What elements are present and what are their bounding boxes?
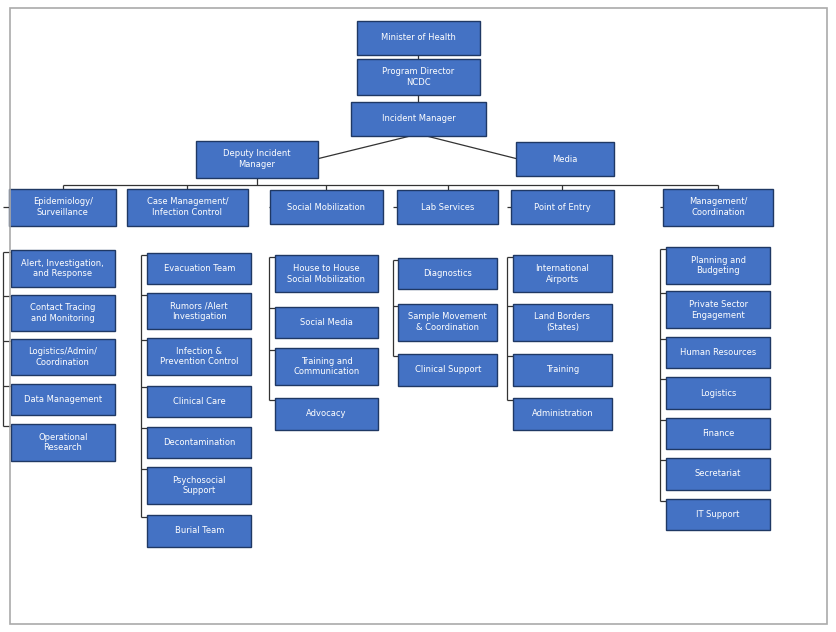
Text: Alert, Investigation,
and Response: Alert, Investigation, and Response	[22, 258, 104, 279]
FancyBboxPatch shape	[147, 427, 251, 458]
Text: Private Sector
Engagement: Private Sector Engagement	[688, 300, 747, 320]
Text: Social Media: Social Media	[299, 318, 353, 327]
Text: Secretariat: Secretariat	[694, 470, 741, 478]
FancyBboxPatch shape	[665, 291, 769, 328]
FancyBboxPatch shape	[512, 304, 611, 341]
Text: Social Mobilization: Social Mobilization	[287, 203, 365, 212]
Text: Incident Manager: Incident Manager	[381, 114, 455, 123]
FancyBboxPatch shape	[516, 142, 613, 176]
FancyBboxPatch shape	[357, 21, 479, 55]
FancyBboxPatch shape	[510, 190, 614, 224]
Text: Sample Movement
& Coordination: Sample Movement & Coordination	[408, 312, 487, 332]
Text: Burial Team: Burial Team	[175, 526, 223, 535]
Text: Planning and
Budgeting: Planning and Budgeting	[690, 255, 745, 276]
Text: Operational
Research: Operational Research	[38, 432, 88, 453]
FancyBboxPatch shape	[11, 250, 115, 287]
Text: Rumors /Alert
Investigation: Rumors /Alert Investigation	[171, 301, 227, 321]
Text: Deputy Incident
Manager: Deputy Incident Manager	[223, 149, 290, 169]
FancyBboxPatch shape	[147, 253, 251, 284]
Text: Minister of Health: Minister of Health	[380, 33, 456, 42]
Text: Advocacy: Advocacy	[306, 410, 346, 418]
FancyBboxPatch shape	[665, 418, 769, 449]
Text: Point of Entry: Point of Entry	[533, 203, 590, 212]
FancyBboxPatch shape	[662, 189, 772, 226]
FancyBboxPatch shape	[269, 190, 383, 224]
FancyBboxPatch shape	[147, 515, 251, 547]
Text: Epidemiology/
Surveillance: Epidemiology/ Surveillance	[33, 197, 93, 217]
FancyBboxPatch shape	[512, 398, 611, 430]
FancyBboxPatch shape	[397, 190, 498, 224]
FancyBboxPatch shape	[665, 247, 769, 284]
Text: IT Support: IT Support	[696, 510, 739, 519]
FancyBboxPatch shape	[398, 258, 497, 289]
FancyBboxPatch shape	[665, 377, 769, 409]
Text: Lab Services: Lab Services	[421, 203, 474, 212]
Text: Media: Media	[552, 155, 577, 164]
Text: Training and
Communication: Training and Communication	[293, 356, 359, 377]
FancyBboxPatch shape	[147, 293, 251, 329]
FancyBboxPatch shape	[665, 499, 769, 530]
Text: Human Resources: Human Resources	[679, 348, 756, 357]
Text: Evacuation Team: Evacuation Team	[163, 264, 235, 273]
FancyBboxPatch shape	[512, 354, 611, 386]
FancyBboxPatch shape	[11, 339, 115, 375]
Text: Administration: Administration	[531, 410, 593, 418]
Text: Infection &
Prevention Control: Infection & Prevention Control	[160, 346, 238, 367]
Text: House to House
Social Mobilization: House to House Social Mobilization	[287, 264, 365, 284]
FancyBboxPatch shape	[512, 255, 611, 292]
FancyBboxPatch shape	[11, 295, 115, 331]
FancyBboxPatch shape	[147, 467, 251, 504]
Text: Contact Tracing
and Monitoring: Contact Tracing and Monitoring	[30, 303, 95, 323]
FancyBboxPatch shape	[274, 348, 378, 385]
Text: Management/
Coordination: Management/ Coordination	[688, 197, 747, 217]
FancyBboxPatch shape	[127, 189, 247, 226]
FancyBboxPatch shape	[274, 307, 378, 338]
Text: Case Management/
Infection Control: Case Management/ Infection Control	[146, 197, 228, 217]
FancyBboxPatch shape	[665, 458, 769, 490]
Text: Finance: Finance	[701, 429, 733, 438]
FancyBboxPatch shape	[147, 386, 251, 417]
Text: International
Airports: International Airports	[535, 264, 589, 284]
FancyBboxPatch shape	[196, 141, 318, 178]
FancyBboxPatch shape	[9, 189, 116, 226]
Text: Clinical Care: Clinical Care	[172, 397, 226, 406]
Text: Logistics: Logistics	[699, 389, 736, 398]
FancyBboxPatch shape	[398, 354, 497, 386]
Text: Data Management: Data Management	[23, 395, 102, 404]
FancyBboxPatch shape	[147, 338, 251, 375]
Text: Program Director
NCDC: Program Director NCDC	[382, 67, 454, 87]
Text: Training: Training	[545, 365, 579, 374]
FancyBboxPatch shape	[357, 59, 479, 95]
Text: Psychosocial
Support: Psychosocial Support	[172, 475, 226, 495]
FancyBboxPatch shape	[665, 337, 769, 368]
Text: Land Borders
(States): Land Borders (States)	[534, 312, 589, 332]
FancyBboxPatch shape	[274, 398, 378, 430]
FancyBboxPatch shape	[11, 384, 115, 415]
FancyBboxPatch shape	[350, 102, 485, 136]
FancyBboxPatch shape	[11, 424, 115, 461]
FancyBboxPatch shape	[398, 304, 497, 341]
FancyBboxPatch shape	[274, 255, 378, 292]
Text: Decontamination: Decontamination	[163, 438, 235, 447]
Text: Logistics/Admin/
Coordination: Logistics/Admin/ Coordination	[28, 347, 97, 367]
Text: Diagnostics: Diagnostics	[423, 269, 472, 278]
Text: Clinical Support: Clinical Support	[414, 365, 481, 374]
